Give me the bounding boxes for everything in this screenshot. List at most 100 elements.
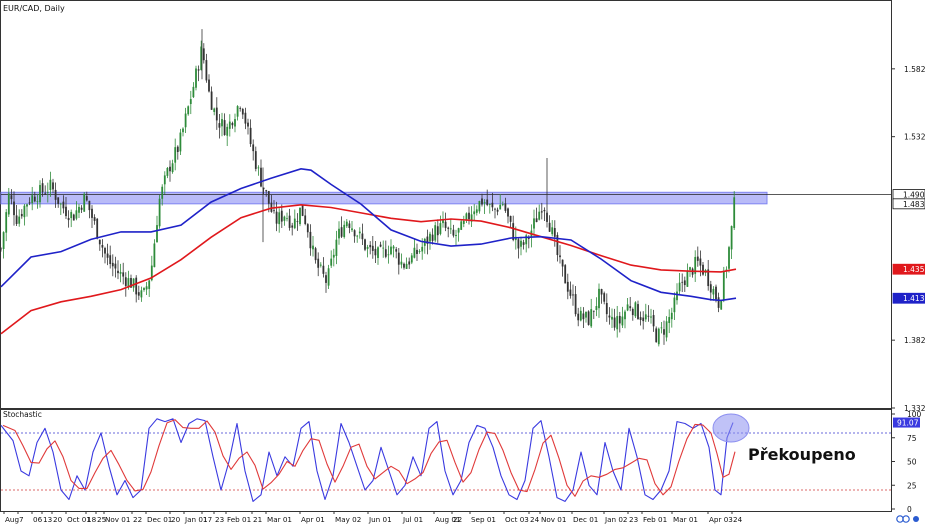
candle [226, 123, 229, 147]
candle [98, 239, 101, 251]
candle [52, 178, 54, 194]
candle [538, 204, 541, 221]
candle [83, 192, 86, 212]
candle [257, 165, 260, 176]
candle [473, 204, 476, 221]
candle [345, 219, 348, 228]
price-label: 1.4350 [892, 263, 925, 275]
time-tick-label: Jan 01 [184, 515, 208, 524]
svg-text:1.4350: 1.4350 [903, 265, 925, 274]
candle [595, 297, 598, 317]
candle [36, 193, 39, 209]
candle [361, 223, 364, 245]
candle [720, 299, 723, 310]
candle [65, 197, 67, 219]
price-label: 1.4900 [892, 189, 925, 200]
time-tick-label: 23 [629, 515, 638, 524]
candle [252, 139, 255, 161]
candle [543, 207, 546, 222]
candle [192, 82, 195, 99]
candle [559, 245, 561, 264]
candle [686, 263, 689, 287]
candle [517, 238, 520, 259]
candle [704, 268, 707, 277]
candle [717, 292, 720, 313]
candle [117, 260, 119, 280]
candle [626, 298, 629, 312]
candle [629, 296, 632, 312]
candle [366, 244, 369, 258]
candle [634, 301, 637, 318]
stoch-current-value: 91.07 [893, 417, 920, 428]
candle [273, 200, 275, 214]
link-icon[interactable] [896, 515, 910, 523]
candle [296, 213, 299, 231]
candle [265, 189, 268, 197]
time-tick-label: Mar 01 [267, 515, 292, 524]
candle [293, 209, 296, 230]
candle [452, 224, 455, 238]
candle [416, 243, 418, 261]
candle [145, 281, 148, 295]
candle [171, 159, 174, 174]
candle [618, 311, 621, 333]
candle [208, 74, 210, 93]
candle [582, 307, 585, 329]
candle [410, 253, 413, 265]
price-tick-label: 1.5327 [904, 133, 925, 142]
candle [111, 254, 114, 277]
candle [499, 194, 502, 210]
candle [709, 280, 712, 301]
candle [483, 199, 486, 215]
candle [683, 276, 686, 292]
candle [465, 212, 468, 223]
candle [725, 266, 728, 279]
candle [254, 146, 257, 172]
svg-text:91.07: 91.07 [897, 419, 919, 428]
candle [213, 107, 216, 116]
candle [670, 307, 673, 328]
resistance-zone [0, 191, 768, 205]
time-tick-label: 21 [253, 515, 262, 524]
time-tick-label: 22 [453, 515, 462, 524]
candle [673, 292, 676, 320]
candle [197, 65, 200, 82]
candle [449, 219, 452, 234]
candle [28, 197, 31, 206]
ma-fast-line [0, 167, 737, 302]
candle [678, 273, 681, 295]
candle [156, 215, 158, 243]
candle [657, 327, 660, 347]
candle [481, 193, 483, 207]
candle [319, 262, 322, 268]
candle [390, 239, 392, 256]
candle [176, 145, 179, 160]
candle [395, 246, 398, 259]
settings-icon[interactable] [913, 516, 919, 522]
candle [299, 207, 301, 227]
candle [605, 293, 608, 322]
price-tick-label: 1.3327 [904, 404, 925, 413]
candle [70, 209, 73, 228]
time-tick-label: May 02 [335, 515, 361, 524]
candle [418, 249, 421, 254]
candle [592, 310, 595, 320]
candle [460, 220, 463, 231]
candle [351, 220, 353, 233]
candle [644, 303, 647, 323]
candles-layer [0, 29, 736, 347]
time-tick-label: Nov 01 [105, 515, 130, 524]
candle [712, 286, 715, 301]
candle [109, 245, 112, 269]
candle [23, 204, 26, 226]
candle [280, 204, 283, 228]
annotation-overbought: Překoupeno [748, 445, 856, 464]
candle [304, 208, 307, 226]
candle [566, 273, 569, 300]
candle [39, 180, 41, 208]
candle [548, 215, 551, 232]
candle [587, 310, 590, 326]
